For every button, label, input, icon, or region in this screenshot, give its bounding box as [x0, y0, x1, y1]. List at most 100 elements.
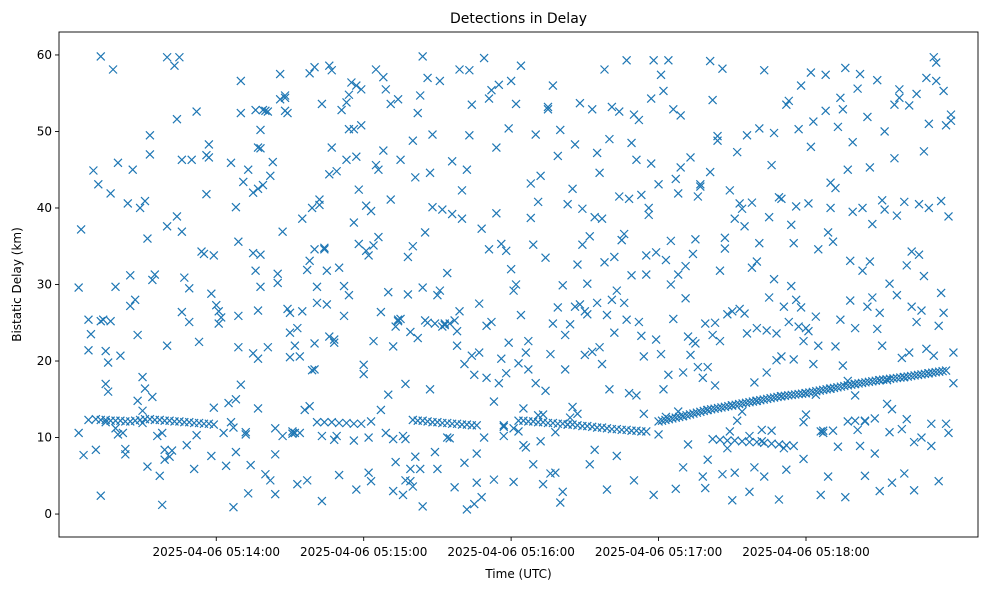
data-point	[391, 457, 401, 467]
data-point	[521, 348, 531, 358]
data-point	[302, 475, 312, 485]
data-point	[270, 423, 280, 433]
data-point	[233, 237, 243, 247]
data-point	[926, 419, 936, 429]
data-point	[506, 76, 516, 86]
data-point	[789, 441, 799, 451]
data-point	[499, 420, 509, 430]
plot-frame	[58, 31, 979, 538]
data-point	[619, 298, 629, 308]
data-point	[609, 252, 619, 262]
data-point	[921, 73, 931, 83]
data-point	[759, 438, 769, 448]
data-point	[890, 153, 899, 163]
data-point	[681, 261, 691, 271]
data-point	[464, 130, 474, 140]
data-point	[452, 341, 462, 351]
data-point	[236, 380, 246, 390]
data-point	[226, 158, 236, 168]
data-point	[838, 361, 848, 371]
data-point	[263, 107, 273, 117]
data-point	[381, 428, 391, 438]
data-point	[219, 428, 229, 438]
data-point	[710, 381, 720, 390]
data-point	[496, 239, 506, 249]
data-point	[103, 387, 113, 397]
data-point	[865, 163, 875, 172]
data-point	[194, 337, 204, 347]
data-point	[808, 359, 818, 369]
data-point	[614, 192, 624, 201]
data-point	[767, 426, 777, 436]
data-point	[455, 306, 464, 316]
data-point	[686, 350, 695, 360]
data-point	[364, 250, 374, 260]
data-point	[585, 231, 595, 241]
data-point	[521, 443, 531, 452]
data-point	[654, 179, 663, 189]
data-point	[531, 378, 541, 388]
trend-point	[657, 416, 667, 426]
data-point	[872, 324, 882, 334]
trend-point	[805, 388, 814, 397]
data-point	[799, 417, 808, 427]
data-point	[209, 403, 219, 413]
data-point	[718, 64, 727, 74]
data-point	[722, 309, 732, 319]
data-point	[324, 61, 334, 71]
data-point	[135, 203, 145, 213]
data-point	[496, 354, 506, 364]
data-point	[329, 338, 339, 348]
data-point	[435, 76, 445, 86]
data-point	[396, 314, 405, 324]
data-point	[828, 237, 838, 247]
data-point	[843, 417, 853, 426]
data-point	[678, 368, 688, 377]
data-point	[371, 160, 381, 170]
data-point	[418, 283, 428, 292]
data-point	[378, 72, 388, 82]
data-point	[322, 266, 332, 276]
data-point	[462, 505, 472, 514]
data-point	[600, 65, 609, 74]
data-point	[396, 155, 405, 165]
data-point	[499, 422, 509, 432]
data-point	[622, 315, 632, 325]
data-point	[757, 425, 767, 435]
data-point	[885, 279, 894, 289]
data-point	[243, 488, 253, 498]
data-point	[386, 99, 396, 109]
data-point	[96, 491, 106, 501]
data-point	[816, 426, 826, 436]
data-point	[356, 84, 366, 94]
y-axis-label: Bistatic Delay (km)	[10, 227, 24, 342]
data-point	[499, 431, 509, 441]
data-point	[474, 299, 484, 309]
trend-point	[710, 404, 720, 414]
data-point	[821, 70, 831, 80]
data-point	[248, 248, 258, 258]
data-point	[934, 321, 944, 331]
data-point	[796, 303, 806, 312]
data-point	[233, 342, 243, 352]
data-point	[349, 218, 359, 227]
data-point	[528, 459, 538, 469]
data-point	[663, 55, 673, 65]
data-point	[423, 73, 433, 83]
data-point	[754, 238, 764, 248]
data-point	[587, 347, 597, 357]
data-point	[388, 486, 398, 496]
data-point	[772, 329, 781, 338]
data-point	[651, 335, 661, 345]
data-point	[445, 319, 455, 328]
data-point	[811, 312, 821, 322]
data-point	[909, 437, 919, 447]
data-point	[764, 293, 774, 302]
data-point	[617, 235, 627, 245]
data-point	[206, 451, 216, 461]
data-point	[622, 55, 632, 65]
data-point	[241, 430, 251, 439]
data-point	[858, 266, 867, 276]
data-point	[452, 326, 462, 336]
data-point	[575, 299, 585, 309]
